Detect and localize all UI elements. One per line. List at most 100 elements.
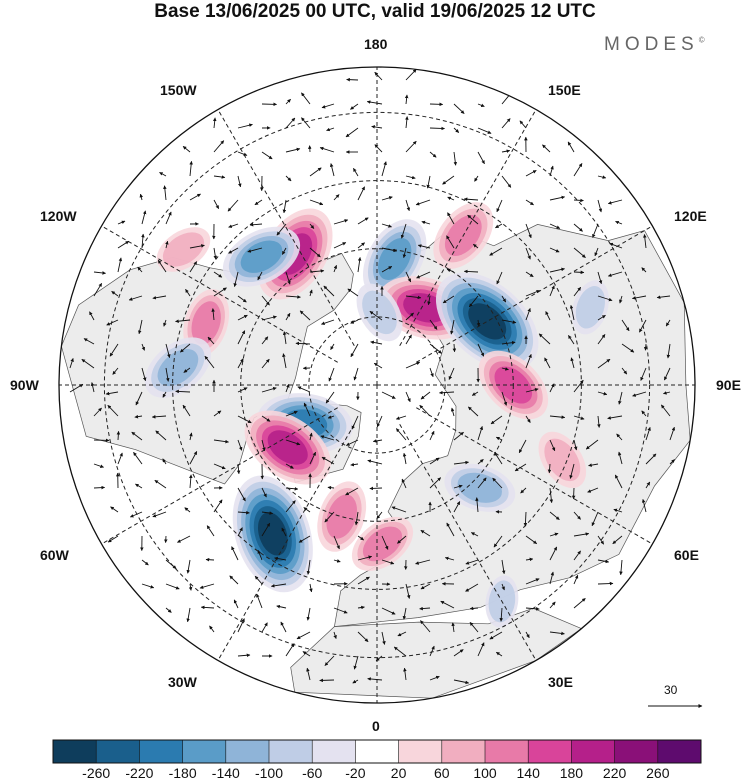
wind-arrow bbox=[402, 607, 407, 620]
wind-arrow bbox=[476, 319, 481, 327]
wind-arrow bbox=[632, 295, 647, 300]
wind-arrow bbox=[296, 631, 311, 640]
lon-label-150e: 150E bbox=[548, 82, 581, 98]
wind-arrow bbox=[233, 271, 239, 287]
wind-arrow bbox=[549, 195, 566, 201]
wind-arrow bbox=[281, 527, 287, 537]
wind-arrow bbox=[525, 631, 530, 639]
wind-arrow bbox=[69, 383, 84, 393]
wind-arrow bbox=[391, 506, 407, 513]
wind-arrow bbox=[569, 304, 575, 321]
wind-arrow bbox=[107, 404, 119, 417]
wind-arrow bbox=[369, 486, 383, 491]
wind-arrow bbox=[375, 655, 383, 662]
wind-arrow bbox=[495, 436, 503, 441]
wind-arrow bbox=[597, 314, 606, 321]
wind-arrow bbox=[200, 605, 215, 610]
wind-arrow bbox=[213, 140, 225, 153]
wind-arrow bbox=[306, 559, 311, 575]
wind-arrow bbox=[93, 463, 104, 468]
wind-arrow bbox=[228, 223, 239, 228]
wind-arrow bbox=[597, 334, 606, 345]
wind-arrow bbox=[453, 484, 463, 489]
wind-arrow bbox=[597, 358, 611, 369]
wind-arrow bbox=[405, 271, 412, 283]
wind-arrow bbox=[405, 199, 411, 212]
wind-arrow bbox=[501, 175, 512, 188]
wind-arrow bbox=[207, 336, 215, 345]
wind-arrow bbox=[351, 415, 359, 430]
wind-arrow bbox=[477, 343, 485, 357]
wind-arrow bbox=[306, 607, 311, 621]
wind-arrow bbox=[285, 98, 291, 105]
wind-arrow bbox=[319, 146, 335, 153]
wind-arrow bbox=[525, 415, 531, 423]
wind-arrow bbox=[137, 266, 143, 273]
wind-arrow bbox=[152, 511, 167, 518]
wind-arrow bbox=[405, 391, 411, 403]
wind-arrow bbox=[426, 175, 431, 189]
wind-arrow bbox=[525, 170, 537, 177]
wind-arrow bbox=[573, 550, 581, 561]
wind-arrow bbox=[182, 404, 191, 417]
meridian-line bbox=[416, 225, 653, 363]
wind-arrow bbox=[641, 267, 647, 273]
wind-arrow bbox=[621, 319, 630, 332]
anomaly-contour bbox=[468, 303, 507, 340]
wind-arrow bbox=[490, 415, 503, 425]
wind-arrow bbox=[117, 452, 123, 465]
wind-arrow bbox=[404, 94, 409, 105]
wind-arrow bbox=[477, 426, 484, 441]
wind-arrow bbox=[129, 511, 143, 518]
wind-arrow bbox=[333, 264, 338, 273]
anomaly-contour bbox=[362, 526, 403, 562]
wind-arrow bbox=[309, 432, 313, 441]
wind-arrow bbox=[261, 415, 271, 422]
anomaly-blob bbox=[244, 410, 331, 485]
wind-arrow bbox=[309, 167, 322, 177]
wind-arrow bbox=[429, 675, 440, 681]
wind-arrow bbox=[612, 535, 623, 545]
wind-arrow bbox=[185, 289, 191, 297]
wind-arrow bbox=[469, 622, 479, 633]
anomaly-blob bbox=[144, 337, 212, 398]
wind-arrow bbox=[106, 319, 119, 326]
wind-arrow bbox=[323, 285, 335, 297]
wind-arrow bbox=[518, 439, 527, 454]
wind-arrow bbox=[152, 295, 167, 300]
wind-arrow bbox=[261, 295, 270, 306]
brand-mark: © bbox=[698, 35, 705, 45]
wind-arrow bbox=[400, 223, 407, 239]
wind-arrow bbox=[427, 295, 431, 306]
wind-arrow bbox=[212, 117, 217, 129]
wind-arrow bbox=[477, 151, 485, 165]
wind-arrow bbox=[186, 607, 191, 623]
wind-arrow bbox=[309, 199, 324, 206]
wind-arrow bbox=[117, 220, 126, 225]
wind-arrow bbox=[538, 333, 551, 345]
wind-arrow bbox=[231, 546, 239, 561]
wind-arrow bbox=[376, 415, 383, 428]
wind-arrow bbox=[465, 583, 479, 592]
lon-label-120w: 120W bbox=[40, 208, 77, 224]
wind-arrow bbox=[501, 367, 509, 371]
wind-arrow bbox=[477, 642, 485, 657]
wind-arrow bbox=[151, 415, 167, 419]
wind-arrow bbox=[254, 199, 263, 206]
wind-arrow bbox=[345, 439, 359, 446]
wind-arrow bbox=[183, 367, 191, 373]
wind-arrow bbox=[306, 667, 311, 681]
wind-arrow bbox=[177, 535, 191, 543]
wind-arrow bbox=[573, 287, 582, 297]
wind-arrow bbox=[321, 319, 335, 325]
wind-arrow bbox=[439, 390, 455, 395]
wind-arrow bbox=[549, 532, 559, 537]
wind-arrow bbox=[189, 160, 193, 177]
wind-arrow bbox=[420, 529, 431, 537]
wind-arrow bbox=[155, 430, 167, 441]
wind-arrow bbox=[357, 555, 373, 561]
lon-label-120e: 120E bbox=[674, 208, 707, 224]
wind-arrow bbox=[345, 487, 359, 496]
wind-arrow bbox=[261, 151, 273, 160]
anomaly-contour bbox=[257, 512, 288, 556]
